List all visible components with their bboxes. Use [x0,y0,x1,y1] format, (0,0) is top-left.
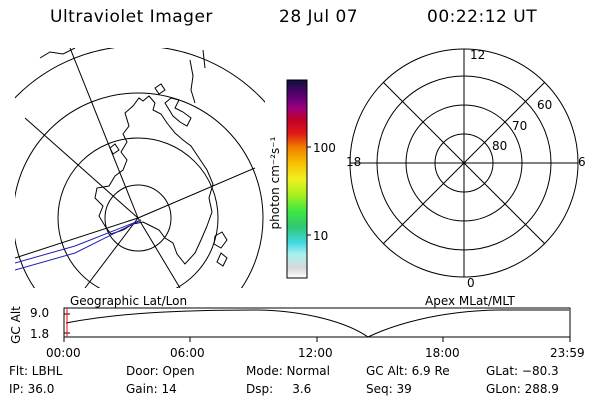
mode-info: Mode: Normal [246,364,330,378]
mlat-label-70: 70 [512,119,528,133]
image-time: 00:22:12 UT [427,7,538,27]
mlat-label-80: 80 [492,139,508,153]
gain-info: Gain: 14 [126,382,177,396]
island-coastline [109,143,120,155]
longitude-line [137,167,256,219]
longitude-line [69,48,139,219]
coastline-fragment [189,59,196,104]
timeline-ytick: 9.0 [30,306,50,320]
geographic-map [15,48,265,288]
glon-info: GLon: 288.9 [486,382,559,396]
door-info: Door: Open [126,364,195,378]
timeline-ylabel: GC Alt [9,306,23,344]
colorbar-tick-label: 10 [313,229,329,243]
timeline-frame [63,307,571,338]
seq-info: Seq: 39 [366,382,412,396]
colorbar-tick-label: 100 [313,141,336,155]
longitude-line [15,217,139,259]
timeline-xtick: 12:00 [298,346,333,360]
island-coastline [154,83,166,95]
orbit-track [15,219,142,271]
orbit-track [15,219,142,264]
island-coastline [216,252,228,267]
coastline-fragment [202,49,206,69]
apex-polar-plot [349,48,579,278]
gc-alt-info: GC Alt: 6.9 Re [366,364,450,378]
gc-alt-timeline [63,307,571,342]
dsp-info: Dsp: 3.6 [246,382,312,396]
longitude-line [84,217,139,288]
apex-panel-label: Apex MLat/MLT [425,294,515,308]
colorbar [286,79,311,279]
longitude-line [137,217,181,288]
filter-info: Flt: LBHL [9,364,63,378]
latitude-circle [104,184,172,252]
gc-alt-curve [65,309,569,338]
mlt-label-18: 18 [346,155,362,169]
south-america-coastline [39,48,76,59]
colorbar-unit-label: photon cm⁻²s⁻¹ [268,136,282,230]
mlt-label-6: 6 [578,155,586,169]
timeline-xtick: 18:00 [425,346,460,360]
mlt-label-0: 0 [467,276,475,290]
mlt-label-12: 12 [470,48,486,62]
mlt-line [383,82,545,244]
timeline-xtick: 06:00 [170,346,205,360]
geographic-panel-label: Geographic Lat/Lon [70,294,188,308]
island-coastline [213,231,228,249]
ip-info: IP: 36.0 [9,382,55,396]
antarctica-coastline [94,95,214,265]
timeline-xtick: 23:59 [550,346,585,360]
latitude-circle [15,92,264,288]
latitude-circle [57,137,219,288]
instrument-title: Ultraviolet Imager [50,7,213,27]
mlat-label-60: 60 [537,98,553,112]
colorbar-gradient [286,79,308,279]
longitude-line [24,117,139,219]
timeline-xtick: 00:00 [46,346,81,360]
image-date: 28 Jul 07 [279,7,359,27]
glat-info: GLat: −80.3 [486,364,559,378]
peninsula-coastline [164,97,192,127]
timeline-ytick: 1.8 [30,327,50,341]
